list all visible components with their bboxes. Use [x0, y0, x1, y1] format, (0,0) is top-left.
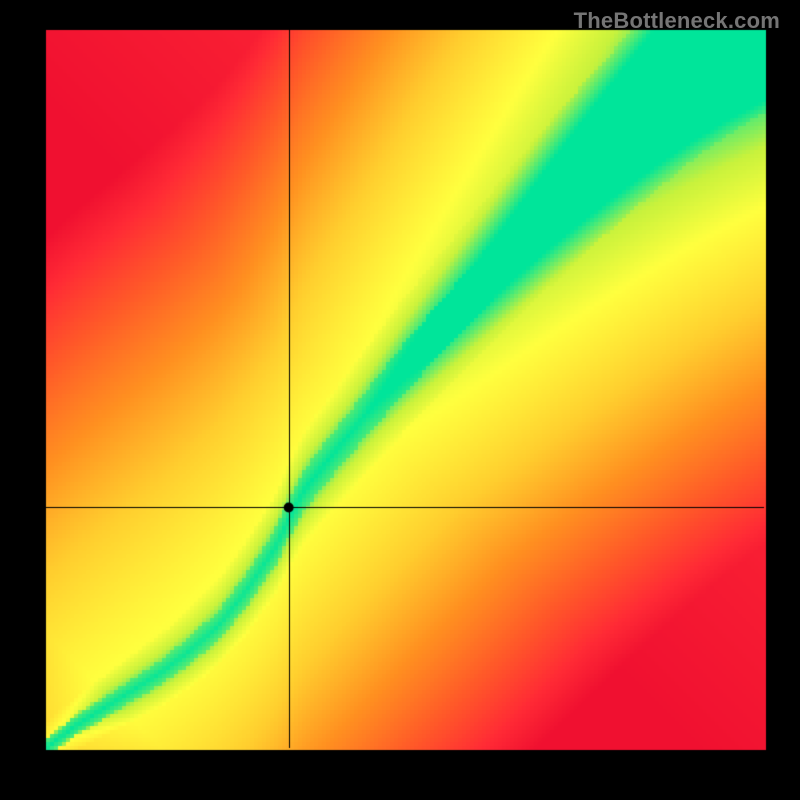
chart-container: TheBottleneck.com: [0, 0, 800, 800]
watermark-label: TheBottleneck.com: [574, 8, 780, 34]
bottleneck-heatmap: [0, 0, 800, 800]
